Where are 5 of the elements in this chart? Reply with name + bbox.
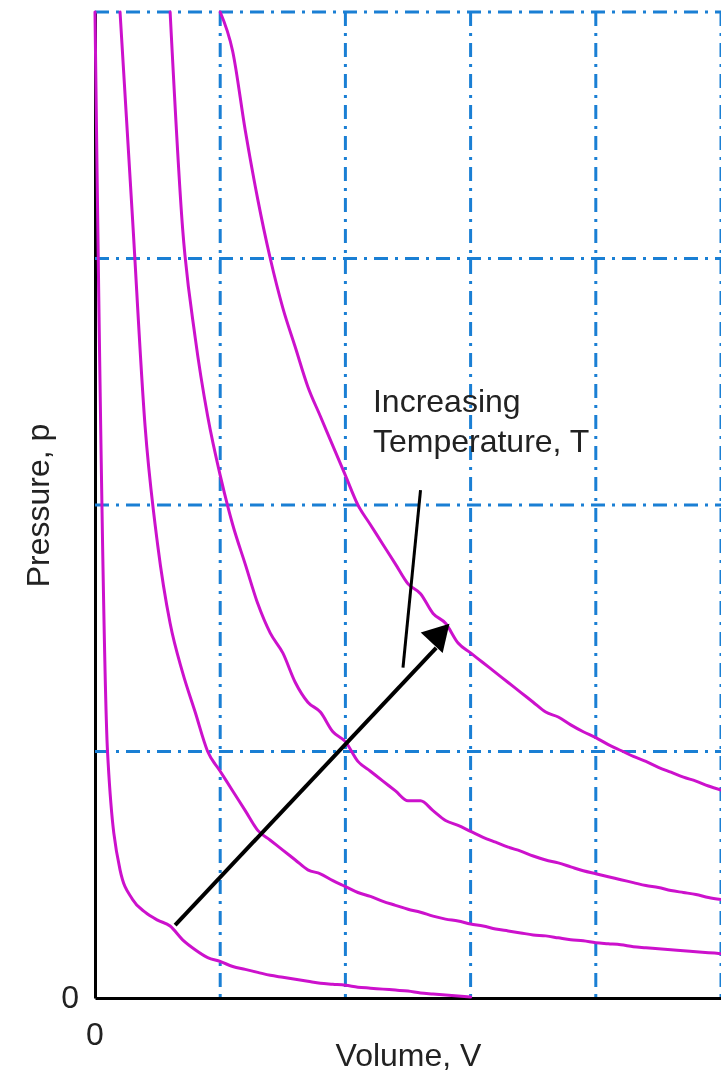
text: 0 — [86, 1016, 104, 1052]
annotation: Increasing Temperature, T — [372, 382, 590, 459]
text: 0 — [61, 979, 79, 1015]
y-axis-title: Pressure, p — [19, 423, 56, 588]
x-axis-title: Volume, V — [335, 1036, 483, 1073]
